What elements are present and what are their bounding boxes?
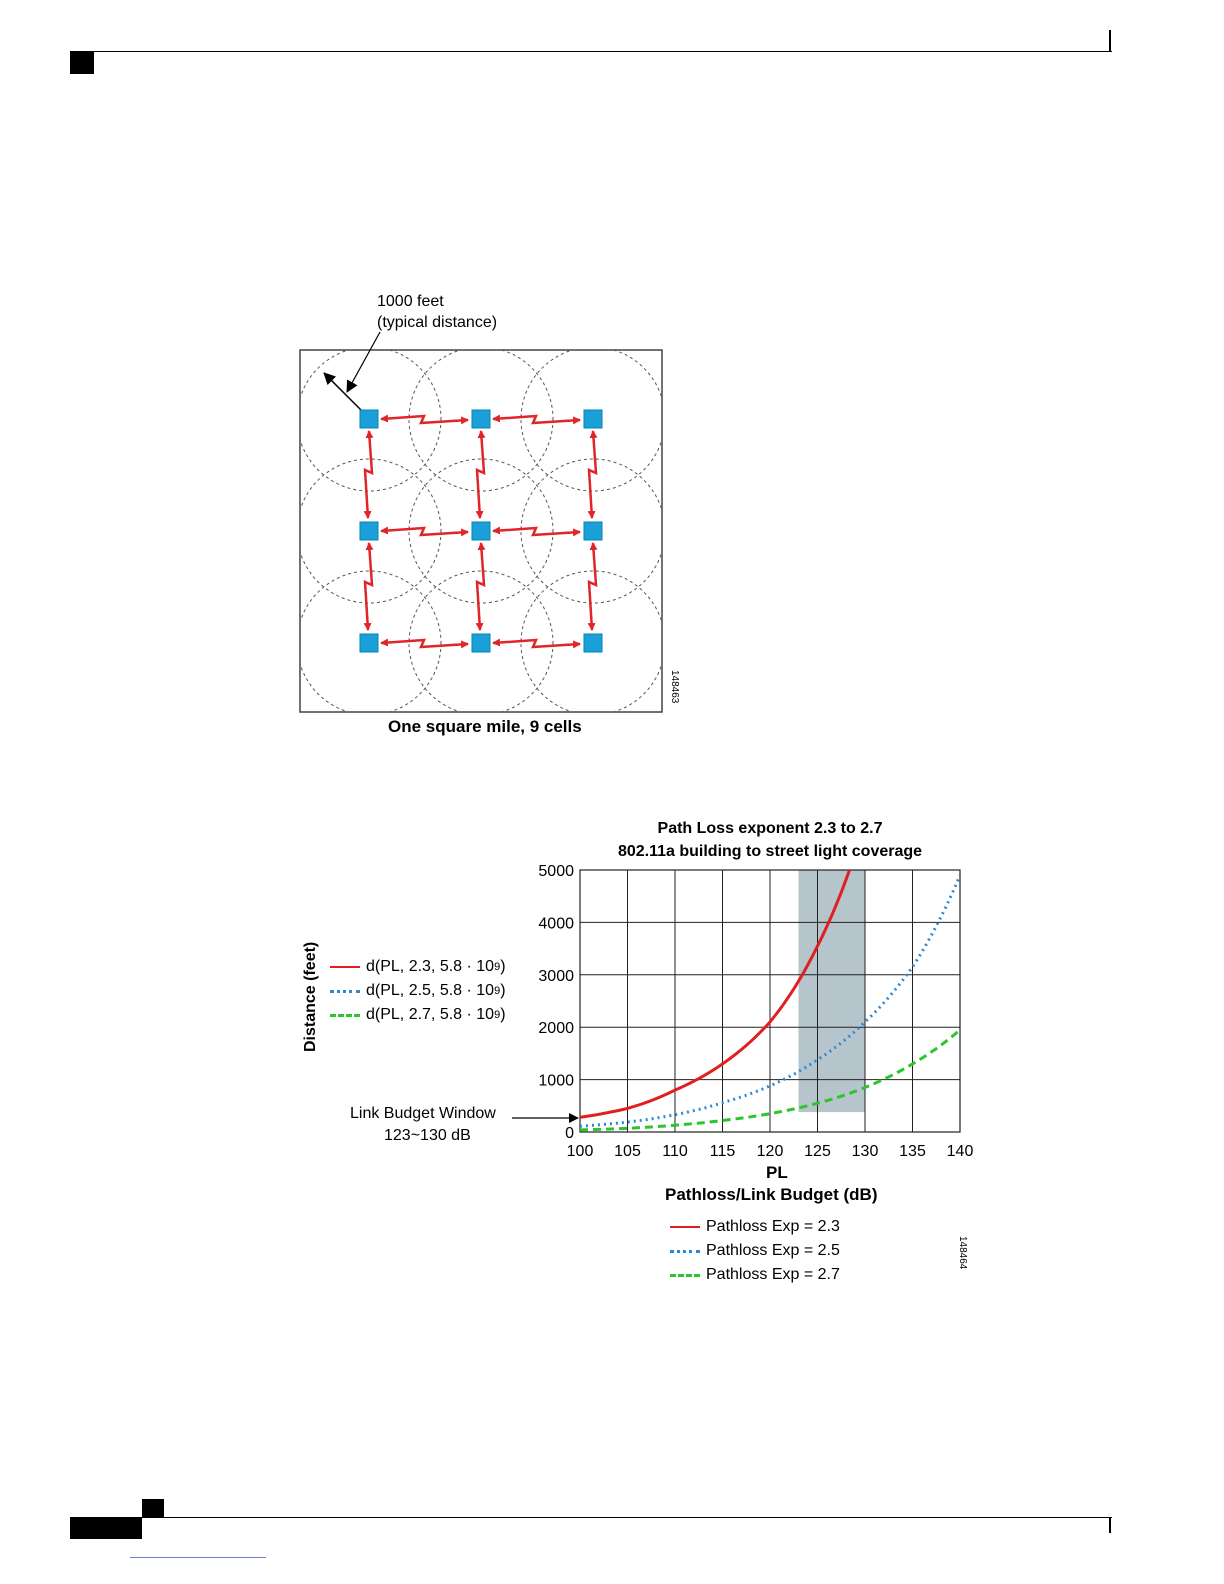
x-tick-label: 125 [804,1143,831,1160]
formula-text: d(PL, 2.7, 5.8 · 10 [366,1006,495,1023]
series-swatch-dashed [670,1273,700,1277]
chart-subtitle: 802.11a building to street light coverag… [617,843,923,860]
figure1-id: 148463 [669,670,680,704]
mesh-link [475,542,486,631]
link-budget-window [798,870,865,1113]
annotation-leader [346,331,381,393]
x-tick-label: 135 [899,1143,926,1160]
footer-rule [70,1517,1112,1518]
mesh-link [475,430,486,519]
mesh-link [380,526,469,537]
formula-swatch-dotted [330,989,360,993]
formula-legend-item: d(PL, 2.5, 5.8 · 10 9) [330,982,506,1000]
series-legend-item: Pathloss Exp = 2.5 [670,1242,840,1260]
mesh-link [492,526,581,537]
formula-text: d(PL, 2.3, 5.8 · 10 [366,958,495,975]
formula-swatch-dashed [330,1013,360,1017]
mesh-nodes [359,409,603,653]
formula-text: d(PL, 2.5, 5.8 · 10 [366,982,495,999]
header-tick [1109,30,1111,52]
x-tick-label: 100 [567,1143,594,1160]
formula-exponent: 9 [494,961,501,973]
mesh-link [492,414,581,425]
chart-title: Path Loss exponent 2.3 to 2.7 [657,820,883,837]
mesh-node [583,521,603,541]
distance-annotation-line1: 1000 feet [377,293,444,310]
series-legend-item: Pathloss Exp = 2.3 [670,1218,840,1236]
y-tick-label: 2000 [538,1020,574,1037]
window-pointer-arrow [512,1113,579,1123]
x-tick-label: 120 [757,1143,784,1160]
pathloss-chart: 100 105 110 115 120 125 130 135 140 0 1000 2000 3000… [538,863,974,1160]
series-legend-label: Pathloss Exp = 2.3 [706,1218,840,1235]
mesh-links [363,414,598,649]
mesh-link [587,430,598,519]
mesh-node [359,633,379,653]
formula-swatch-solid [330,966,360,968]
formula-legend-item: d(PL, 2.7, 5.8 · 10 9) [330,1006,506,1024]
series-legend-label: Pathloss Exp = 2.5 [706,1242,840,1259]
mesh-node [583,633,603,653]
formula-exponent: 9 [494,985,501,997]
series-legend-item: Pathloss Exp = 2.7 [670,1266,840,1284]
header-marker [70,52,94,74]
x-tick-label: 140 [947,1143,974,1160]
series-swatch-solid [670,1226,700,1228]
series-legend-label: Pathloss Exp = 2.7 [706,1266,840,1283]
coverage-square [299,349,663,713]
formula-exponent: 9 [494,1009,501,1021]
x-axis-sublabel: Pathloss/Link Budget (dB) [665,1185,878,1204]
mesh-node [471,409,491,429]
mesh-node [359,521,379,541]
distance-annotation-line2: (typical distance) [377,314,498,331]
radius-arrow [323,372,368,417]
mesh-link [363,430,374,519]
mesh-link [380,638,469,649]
mesh-node [471,521,491,541]
mesh-link [363,542,374,631]
series-line-1 [580,870,852,1119]
mesh-link [587,542,598,631]
x-tick-label: 130 [852,1143,879,1160]
x-tick-label: 110 [662,1143,688,1160]
x-tick-label: 105 [614,1143,641,1160]
formula-legend-item: d(PL, 2.3, 5.8 · 10 9) [330,958,506,976]
link-budget-window-range: 123~130 dB [384,1127,471,1144]
y-tick-label: 3000 [538,968,574,985]
mesh-node [359,409,379,429]
figure1-caption: One square mile, 9 cells [388,717,582,736]
x-tick-label: 115 [710,1143,736,1160]
formula-suffix: ) [500,1006,506,1023]
formula-suffix: ) [500,982,506,999]
y-tick-label: 0 [565,1125,574,1142]
figure2-id: 148464 [957,1236,968,1270]
mesh-node [471,633,491,653]
footer-link-underline[interactable] [130,1557,266,1558]
plot-frame [579,869,961,1133]
y-tick-label: 4000 [538,915,574,932]
y-axis-label: Distance (feet) [302,941,319,1052]
mesh-node [583,409,603,429]
footer-tick [1109,1517,1111,1533]
series-swatch-dotted [670,1249,700,1253]
formula-suffix: ) [500,958,506,975]
x-axis-label: PL [766,1163,788,1182]
link-budget-window-label: Link Budget Window [350,1105,496,1122]
header-rule [70,51,1112,52]
footer-marker-top [142,1499,164,1517]
mesh-link [380,414,469,425]
y-tick-label: 1000 [538,1073,574,1090]
footer-marker [70,1517,142,1539]
mesh-link [492,638,581,649]
mesh-diagram [299,331,663,713]
y-tick-label: 5000 [538,863,574,880]
